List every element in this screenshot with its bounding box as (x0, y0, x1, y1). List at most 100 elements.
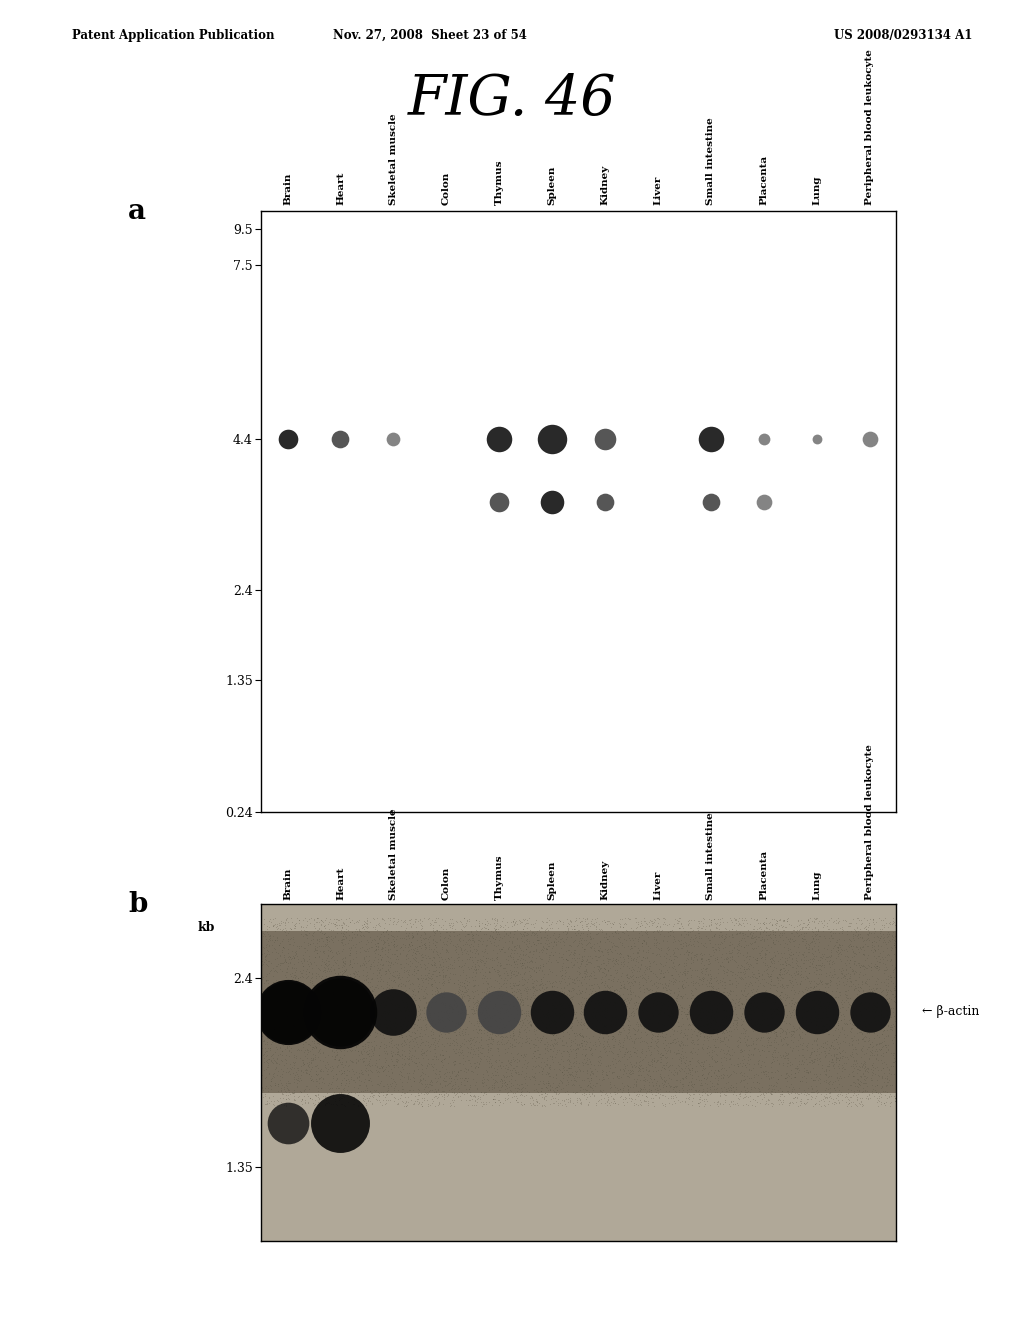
Point (480, 957, 497, 978)
Point (797, 979, 813, 1001)
Point (854, 1088, 870, 1109)
Point (264, 1045, 281, 1067)
Point (434, 1039, 451, 1060)
Point (840, 916, 856, 937)
Point (764, 1051, 780, 1072)
Point (469, 1043, 485, 1064)
Point (356, 948, 373, 969)
Point (280, 1002, 296, 1023)
Point (564, 987, 581, 1008)
Point (634, 950, 650, 972)
Point (848, 921, 864, 942)
Point (530, 957, 547, 978)
Point (370, 932, 386, 953)
Point (414, 1073, 430, 1094)
Point (767, 1072, 783, 1093)
Point (299, 1041, 315, 1063)
Point (510, 1092, 526, 1113)
Point (720, 1077, 736, 1098)
Point (396, 1082, 413, 1104)
Point (384, 925, 400, 946)
Point (829, 1085, 846, 1106)
Point (626, 993, 642, 1014)
Point (642, 1068, 658, 1089)
Point (506, 995, 522, 1016)
Point (355, 1007, 372, 1028)
Point (849, 973, 865, 994)
Point (296, 1053, 312, 1074)
Point (822, 998, 839, 1019)
Point (632, 1055, 648, 1076)
Point (526, 1068, 543, 1089)
Point (293, 1056, 309, 1077)
Point (586, 933, 602, 954)
Point (557, 972, 573, 993)
Point (321, 998, 337, 1019)
Point (414, 1059, 430, 1080)
Point (267, 948, 284, 969)
Point (677, 935, 693, 956)
Point (777, 948, 794, 969)
Point (645, 962, 662, 983)
Point (361, 912, 378, 933)
Text: Liver: Liver (653, 871, 663, 900)
Point (523, 923, 540, 944)
Point (743, 990, 760, 1011)
Point (438, 941, 455, 962)
Point (780, 1076, 797, 1097)
Point (543, 1012, 559, 1034)
Point (482, 924, 499, 945)
Point (794, 927, 810, 948)
Point (620, 968, 636, 989)
Point (479, 1077, 496, 1098)
Point (572, 1093, 589, 1114)
Point (260, 970, 276, 991)
Point (785, 993, 802, 1014)
Point (736, 1068, 753, 1089)
Point (683, 965, 699, 986)
Point (390, 974, 407, 995)
Point (742, 1034, 759, 1055)
Point (827, 912, 844, 933)
Point (823, 944, 840, 965)
Point (651, 1005, 668, 1026)
Point (881, 1071, 897, 1092)
Point (615, 949, 632, 970)
Point (763, 1067, 779, 1088)
Point (660, 1040, 677, 1061)
Point (741, 1081, 758, 1102)
Point (267, 929, 284, 950)
Point (460, 924, 476, 945)
Point (479, 1016, 496, 1038)
Point (816, 925, 833, 946)
Point (424, 973, 440, 994)
Point (698, 1038, 715, 1059)
Point (598, 924, 614, 945)
Point (567, 1061, 584, 1082)
Point (660, 1056, 677, 1077)
Point (753, 916, 769, 937)
Point (612, 974, 629, 995)
Point (604, 937, 621, 958)
Point (430, 1024, 446, 1045)
Point (496, 1093, 512, 1114)
Point (685, 909, 701, 931)
Point (354, 1022, 371, 1043)
Point (727, 950, 743, 972)
Point (414, 935, 430, 956)
Point (411, 1005, 427, 1026)
Point (781, 1065, 798, 1086)
Point (684, 997, 700, 1018)
Point (821, 1071, 838, 1092)
Point (504, 1034, 520, 1055)
Point (671, 931, 687, 952)
Point (401, 1010, 418, 1031)
Point (323, 920, 339, 941)
Point (312, 913, 329, 935)
Point (554, 1094, 570, 1115)
Point (485, 1088, 502, 1109)
Point (325, 946, 341, 968)
Point (457, 995, 473, 1016)
Point (460, 978, 476, 999)
Point (783, 957, 800, 978)
